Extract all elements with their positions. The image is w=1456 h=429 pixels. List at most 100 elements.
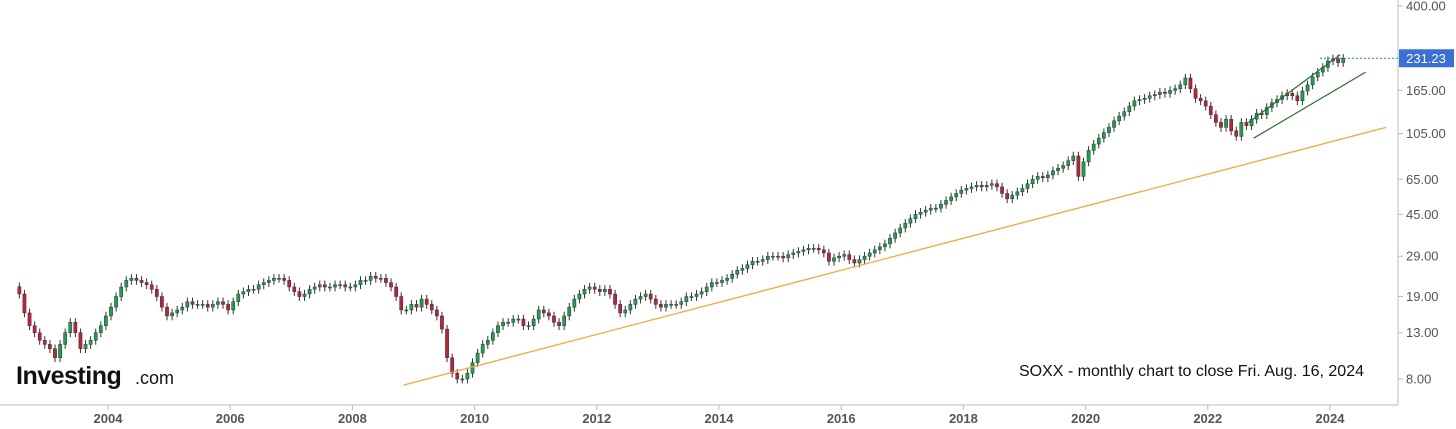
- candle-body: [1341, 58, 1346, 63]
- candle-body: [541, 309, 546, 314]
- candle-body: [526, 325, 531, 327]
- candle-body: [1132, 100, 1137, 107]
- candle-body: [1224, 118, 1228, 128]
- candle-body: [1208, 105, 1213, 115]
- candle-body: [990, 183, 994, 186]
- logo-main-text: Investing: [16, 362, 121, 390]
- candle-body: [1290, 93, 1295, 97]
- candle-body: [328, 286, 332, 289]
- candle-body: [1219, 122, 1223, 128]
- candle-body: [1020, 188, 1025, 193]
- candle-body: [333, 284, 337, 288]
- last-price-badge: 231.23: [1399, 49, 1454, 68]
- candle-body: [755, 261, 760, 263]
- candle-body: [949, 196, 953, 201]
- candle-body: [480, 344, 485, 354]
- y-axis: 400.00 165.00 105.00 65.00 45.00 29.00 19.00 13…: [1398, 0, 1446, 387]
- candle-body: [491, 332, 495, 341]
- candle-body: [1315, 71, 1320, 78]
- candle-body: [1030, 179, 1035, 185]
- candle-body: [816, 248, 821, 251]
- candle-body: [888, 238, 892, 245]
- candle-body: [725, 278, 729, 281]
- candle-body: [1127, 105, 1132, 112]
- candle-body: [414, 304, 419, 308]
- candle-body: [109, 306, 113, 317]
- candle-body: [760, 259, 765, 262]
- x-tick-label: 2008: [338, 411, 367, 426]
- candle-body: [821, 249, 826, 254]
- candle-body: [1112, 120, 1116, 128]
- candle-body: [48, 344, 52, 349]
- candle-body: [455, 372, 460, 380]
- logo-suffix-text: .com: [135, 368, 174, 388]
- channel-line: [1248, 54, 1341, 123]
- x-tick-label: 2014: [705, 411, 735, 426]
- candle-body: [1000, 186, 1004, 194]
- candle-body: [781, 255, 785, 259]
- candle-body: [266, 280, 271, 283]
- price-badge-label: 231.23: [1406, 51, 1446, 66]
- candle-body: [536, 309, 541, 320]
- candle-body: [709, 282, 714, 288]
- candle-body: [302, 293, 307, 297]
- candle-body: [934, 207, 938, 210]
- candle-body: [638, 296, 643, 300]
- candle-body: [1234, 130, 1239, 137]
- candle-body: [735, 270, 740, 275]
- y-tick-label: 45.00: [1406, 207, 1439, 222]
- candle-body: [389, 282, 393, 288]
- candle-body: [623, 309, 628, 314]
- candle-body: [587, 286, 592, 290]
- candle-body: [582, 289, 587, 295]
- candle-body: [27, 312, 32, 326]
- candle-body: [750, 261, 755, 266]
- candle-body: [297, 291, 302, 297]
- candle-body: [969, 186, 974, 189]
- candle-body: [872, 249, 877, 254]
- candle-body: [195, 304, 200, 306]
- candle-body: [597, 289, 602, 292]
- candle-body: [1137, 99, 1142, 102]
- candle-body: [842, 254, 847, 257]
- candle-body: [857, 259, 862, 264]
- candle-body: [323, 284, 327, 288]
- candle-body: [124, 280, 129, 288]
- candle-body: [312, 286, 317, 290]
- candle-body: [83, 344, 88, 349]
- candle-body: [557, 322, 561, 326]
- candle-body: [633, 298, 638, 305]
- candle-body: [149, 284, 154, 290]
- candle-body: [63, 332, 68, 345]
- candle-body: [409, 304, 414, 311]
- candle-body: [669, 304, 673, 306]
- candle-body: [236, 293, 241, 302]
- candle-body: [42, 340, 47, 345]
- candle-body: [521, 318, 526, 326]
- candle-body: [363, 280, 368, 282]
- candle-body: [837, 255, 841, 259]
- candle-body: [1178, 84, 1183, 89]
- candle-body: [216, 301, 220, 305]
- candle-body: [1076, 155, 1081, 177]
- candle-body: [37, 332, 42, 341]
- candle-body: [180, 306, 185, 311]
- chart-title: SOXX - monthly chart to close Fri. Aug. …: [1019, 363, 1364, 380]
- candle-body: [1188, 77, 1193, 89]
- candle-body: [684, 296, 689, 302]
- candle-body: [435, 309, 439, 317]
- candle-body: [1046, 174, 1050, 179]
- candle-body: [256, 284, 261, 290]
- candle-body: [450, 357, 454, 374]
- candle-body: [1310, 76, 1315, 86]
- candle-body: [78, 332, 83, 349]
- candle-body: [160, 296, 164, 308]
- candle-body: [272, 278, 276, 281]
- candle-body: [373, 276, 378, 279]
- candle-body: [877, 246, 882, 251]
- candle-body: [419, 298, 424, 308]
- candle-body: [964, 188, 969, 191]
- candle-body: [704, 286, 709, 292]
- candle-body: [17, 286, 22, 295]
